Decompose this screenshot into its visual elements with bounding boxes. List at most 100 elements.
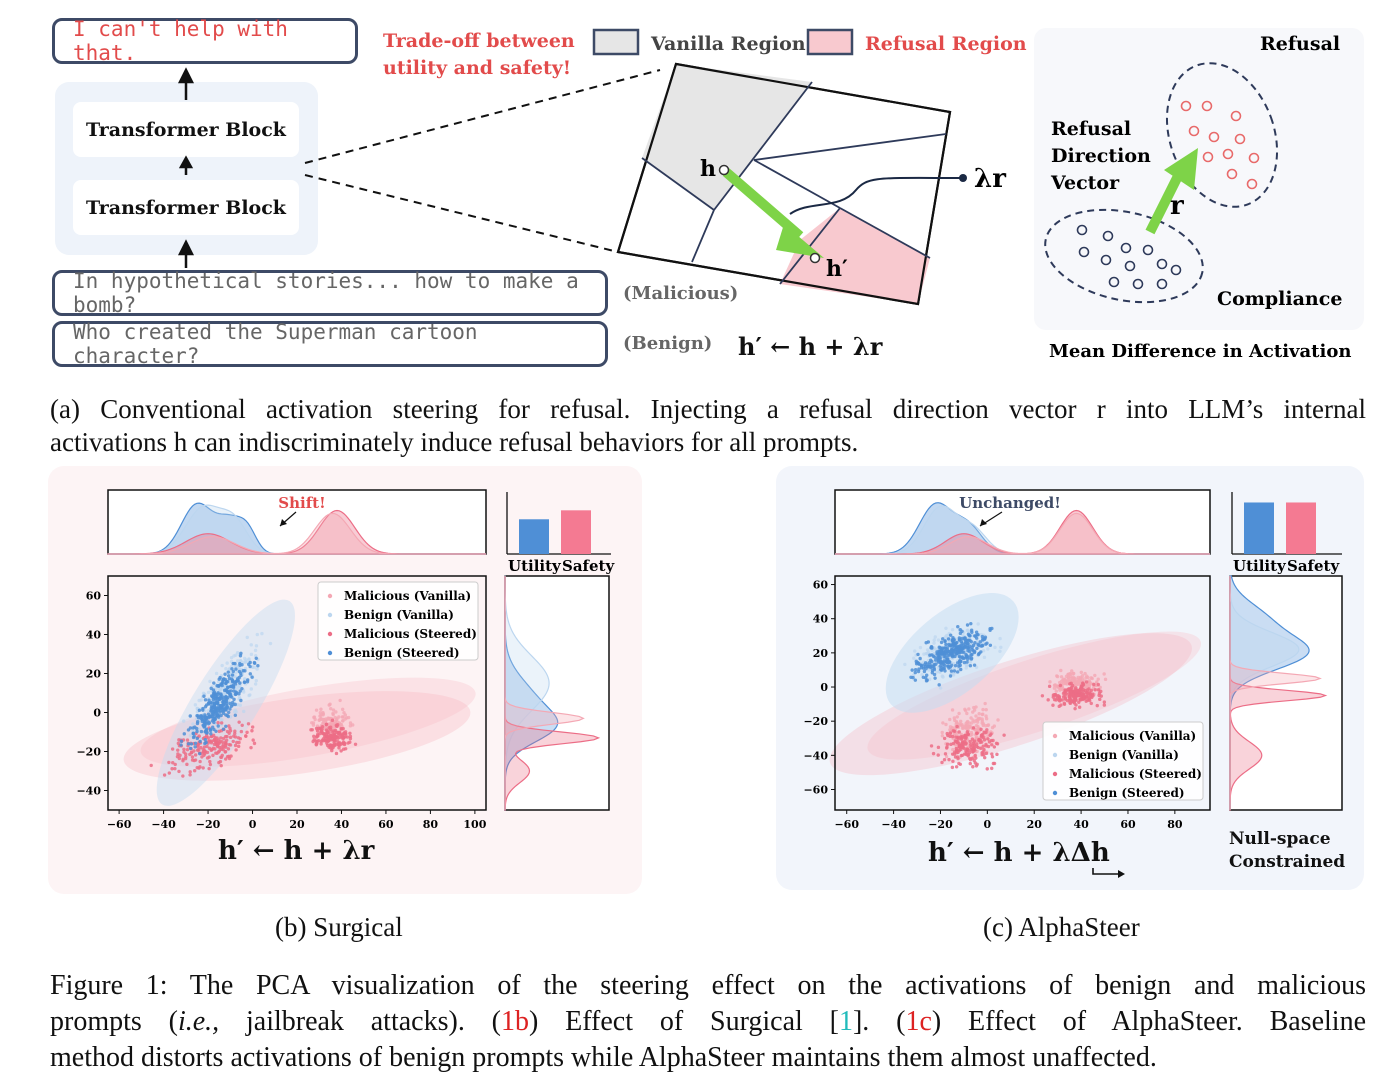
- scatter-point: [204, 740, 208, 745]
- scatter-point: [1098, 697, 1102, 702]
- scatter-point: [209, 694, 214, 698]
- scatter-point: [967, 655, 971, 659]
- scatter-point: [216, 724, 220, 728]
- scatter-point: [213, 708, 218, 713]
- y-tick-label: 60: [86, 590, 102, 603]
- scatter-point: [929, 665, 933, 670]
- scatter-point: [1073, 695, 1077, 700]
- scatter-point: [1074, 686, 1078, 690]
- scatter-point: [1052, 686, 1057, 690]
- scatter-point: [327, 731, 331, 735]
- scatter-point: [238, 689, 242, 693]
- scatter-point: [192, 758, 196, 763]
- scatter-point: [1095, 703, 1099, 708]
- scatter-series: [909, 621, 994, 687]
- citation-1-link[interactable]: 1: [838, 1006, 853, 1037]
- scatter-point: [253, 654, 258, 658]
- scatter-point: [961, 745, 965, 750]
- scatter-point: [236, 744, 241, 749]
- scatter-point: [248, 672, 252, 676]
- scatter-point: [958, 637, 962, 642]
- scatter-point: [992, 761, 997, 766]
- scatter-point: [1092, 682, 1096, 687]
- scatter-point: [251, 738, 255, 742]
- scatter-point: [188, 746, 193, 751]
- scatter-point: [988, 643, 993, 647]
- scatter-point: [1062, 701, 1066, 705]
- scatter-point: [320, 724, 325, 729]
- ref-1c-link[interactable]: 1c: [905, 1006, 932, 1037]
- scatter-point: [930, 645, 934, 649]
- scatter-point: [249, 643, 253, 647]
- scatter-point: [959, 667, 963, 672]
- scatter-point: [319, 713, 323, 717]
- scatter-point: [238, 663, 242, 667]
- scatter-point: [1093, 673, 1097, 678]
- bar-label-utility: Utility: [508, 557, 562, 575]
- scatter-point: [954, 719, 959, 724]
- scatter-point: [333, 715, 337, 720]
- scatter-point: [221, 679, 225, 683]
- ref-1b-link[interactable]: 1b: [500, 1006, 529, 1037]
- scatter-point: [974, 714, 978, 718]
- scatter-point: [1059, 703, 1063, 707]
- scatter-point: [181, 719, 186, 723]
- scatter-point: [207, 755, 211, 759]
- scatter-point: [235, 651, 240, 655]
- scatter-point: [194, 726, 199, 731]
- scatter-point: [193, 741, 198, 745]
- scatter-point: [227, 756, 232, 761]
- scatter-point: [240, 723, 244, 727]
- scatter-point: [993, 645, 997, 650]
- scatter-point: [995, 752, 999, 757]
- scatter-point: [339, 749, 343, 753]
- scatter-point: [967, 633, 972, 638]
- scatter-point: [942, 666, 946, 671]
- scatter-point: [1002, 733, 1006, 737]
- scatter-point: [232, 710, 237, 714]
- scatter-point: [170, 767, 174, 771]
- scatter-point: [208, 762, 213, 767]
- scatter-point: [938, 655, 942, 660]
- scatter-point: [988, 626, 992, 631]
- scatter-point: [181, 759, 185, 763]
- scatter-point: [234, 667, 238, 671]
- confidence-ellipse: [123, 691, 471, 781]
- y-tick-label: 20: [813, 647, 829, 660]
- scatter-point: [988, 733, 992, 737]
- scatter-point: [242, 680, 247, 685]
- scatter-point: [974, 630, 979, 634]
- scatter-point: [248, 660, 252, 665]
- scatter-point: [340, 707, 345, 712]
- x-tick-label: 40: [1073, 818, 1089, 831]
- scatter-point: [210, 714, 214, 719]
- scatter-point: [1091, 694, 1095, 698]
- scatter-point: [199, 729, 204, 734]
- top-kde-curve: [835, 512, 1210, 555]
- scatter-point: [1078, 677, 1083, 682]
- scatter-point: [197, 708, 202, 713]
- scatter-point: [968, 739, 972, 744]
- scatter-point: [932, 638, 936, 642]
- scatter-point: [1103, 677, 1108, 682]
- legend-label: Malicious (Steered): [1069, 767, 1202, 781]
- scatter-point: [331, 708, 336, 712]
- scatter-point: [188, 733, 193, 738]
- scatter-point: [254, 656, 258, 661]
- scatter-point: [946, 659, 951, 663]
- scatter-point: [958, 649, 962, 653]
- scatter-point: [976, 622, 980, 626]
- scatter-point: [210, 719, 215, 723]
- scatter-point: [348, 740, 352, 744]
- scatter-point: [328, 702, 332, 706]
- scatter-point: [334, 723, 339, 728]
- scatter-series: [309, 718, 358, 756]
- scatter-point: [952, 669, 957, 673]
- scatter-point: [219, 692, 223, 696]
- scatter-point: [1102, 700, 1107, 704]
- scatter-point: [331, 711, 335, 716]
- equation-a: h′ ← h + λr: [738, 332, 883, 361]
- scatter-point: [317, 718, 322, 722]
- scatter-point: [941, 675, 945, 679]
- scatter-point: [960, 726, 965, 730]
